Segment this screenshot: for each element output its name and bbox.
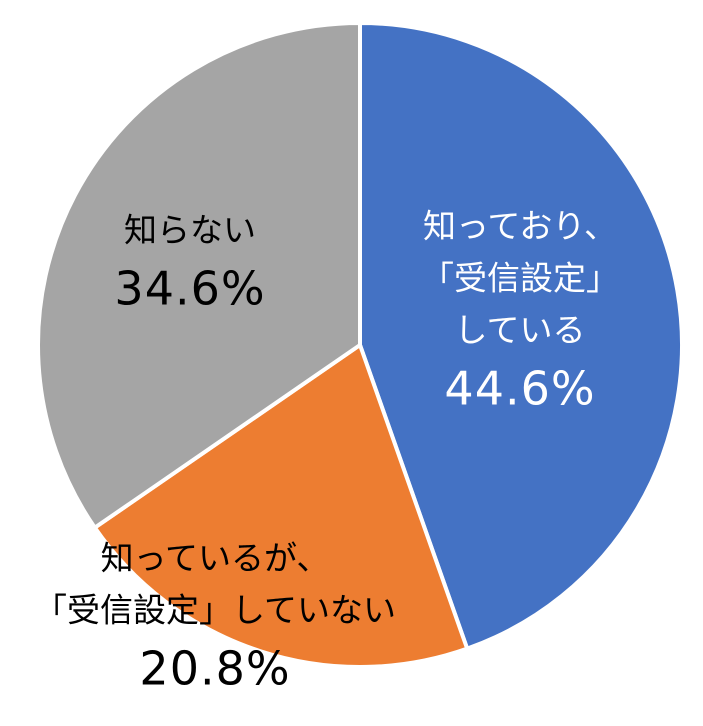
value-label: 34.6%: [114, 262, 265, 316]
pie-slice: [36, 21, 362, 530]
slice-label: 知っており、: [423, 207, 617, 246]
slice-label: 「受信設定」: [421, 259, 619, 298]
pie-slice: [92, 343, 470, 669]
pie-slice: [358, 21, 684, 651]
slice-label: 知っているが、: [101, 539, 330, 578]
value-label: 44.6%: [444, 362, 595, 416]
slice-label: 「受信設定」していない: [34, 591, 396, 630]
value-label: 20.8%: [139, 642, 290, 696]
slice-label: している: [454, 311, 585, 350]
slice-label: 知らない: [124, 211, 256, 250]
